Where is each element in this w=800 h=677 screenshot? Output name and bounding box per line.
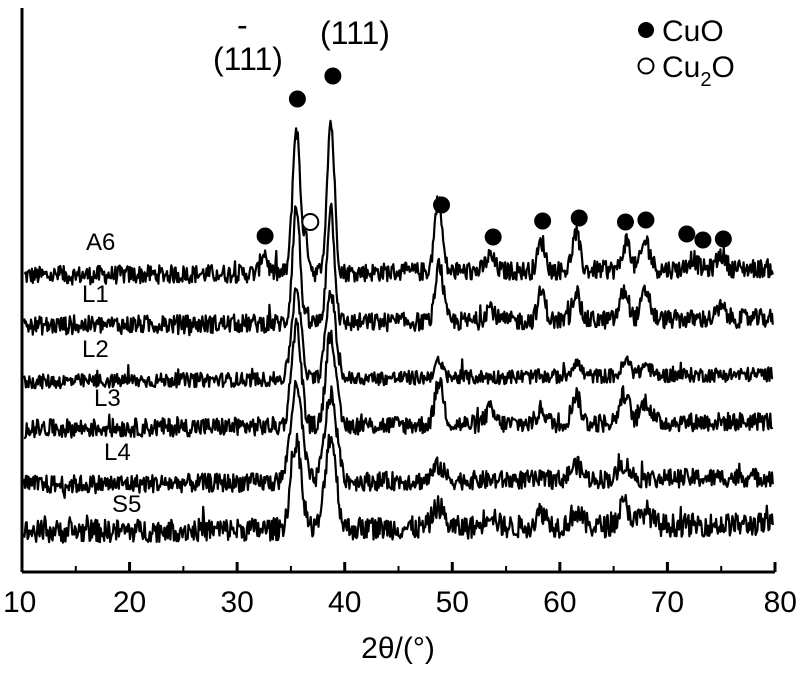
series-l1-trace — [23, 202, 774, 337]
series-layer — [23, 119, 774, 544]
plane-label-bar-111-overline: - — [237, 7, 248, 43]
series-s5-trace — [23, 432, 774, 544]
series-l2-trace — [23, 287, 774, 390]
series-label-l4: L4 — [104, 439, 131, 466]
cuo-marker — [616, 213, 634, 231]
x-tick-label: 10 — [3, 586, 36, 619]
series-a6-trace — [23, 119, 774, 286]
legend-cu2o-marker — [637, 57, 655, 75]
plane-label-bar-111: (111) - — [213, 7, 283, 77]
cuo-marker — [678, 225, 696, 243]
legend-cu2o-label-main: Cu — [662, 51, 700, 84]
cuo-marker — [637, 211, 655, 229]
sample-labels: A6 L1 L2 L3 L4 S5 — [82, 229, 141, 518]
plane-label-111: (111) — [320, 15, 390, 51]
x-tick-label: 80 — [764, 586, 797, 619]
x-tick-label: 50 — [436, 586, 469, 619]
cu2o-marker — [301, 213, 320, 231]
x-tick-label: 20 — [113, 586, 146, 619]
cuo-marker — [256, 227, 274, 245]
plane-label-bar-111-text: (111) — [213, 41, 283, 77]
legend-cuo-label: CuO — [662, 15, 724, 48]
series-label-l2: L2 — [82, 336, 109, 363]
legend-cu2o-label-sub: 2 — [700, 69, 711, 91]
legend-cu2o-label: Cu2O — [662, 51, 735, 91]
legend-cuo-marker — [638, 22, 654, 38]
series-label-s5: S5 — [112, 491, 141, 518]
cuo-marker — [324, 67, 342, 85]
series-l3-trace — [23, 317, 774, 440]
cuo-marker — [694, 231, 712, 249]
series-label-l1: L1 — [82, 281, 109, 308]
x-tick-label: 40 — [328, 586, 361, 619]
cuo-marker — [570, 209, 588, 227]
series-l4-trace — [23, 379, 774, 499]
cuo-marker — [534, 212, 552, 230]
x-ticks — [20, 562, 777, 572]
x-tick-label: 70 — [651, 586, 684, 619]
series-label-l3: L3 — [94, 385, 121, 412]
x-axis-title: 2θ/(°) — [361, 632, 435, 665]
cuo-marker — [288, 90, 306, 108]
cuo-marker — [714, 230, 732, 248]
x-tick-label: 60 — [543, 586, 576, 619]
legend: CuO Cu2O — [637, 15, 735, 91]
x-tick-labels: 10 20 30 40 50 60 70 80 — [3, 586, 797, 619]
phase-markers — [256, 67, 732, 249]
x-tick-label: 30 — [220, 586, 253, 619]
legend-cu2o-label-tail: O — [711, 51, 734, 84]
cuo-marker — [433, 196, 451, 214]
series-label-a6: A6 — [86, 229, 115, 256]
cuo-marker — [484, 228, 502, 246]
